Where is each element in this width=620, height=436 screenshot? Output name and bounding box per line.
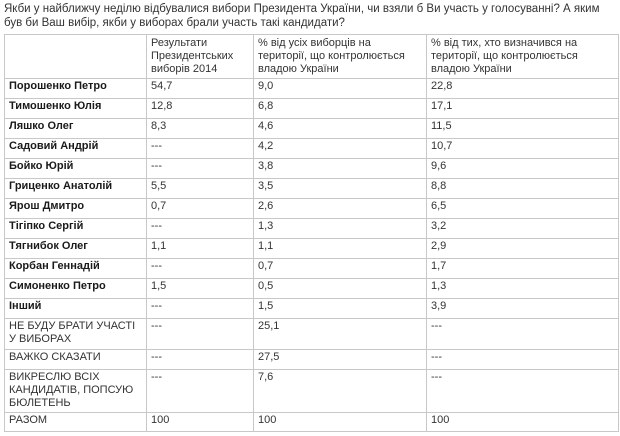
decided-voters-cell: --- <box>426 349 619 370</box>
candidate-name: Ляшко Олег <box>4 118 147 139</box>
table-row: Корбан Геннадій --- 0,7 1,7 <box>4 258 619 279</box>
candidate-name: Тігіпко Сергій <box>4 218 147 239</box>
answer-option-label: НЕ БУДУ БРАТИ УЧАСТІ У ВИБОРАХ <box>4 318 147 350</box>
table-row: Ярош Дмитро 0,7 2,6 6,5 <box>4 198 619 219</box>
all-voters-cell: 1,1 <box>253 238 427 259</box>
table-row: Тягнибок Олег 1,1 1,1 2,9 <box>4 238 619 259</box>
candidate-name: Порошенко Петро <box>4 78 147 99</box>
table-row: Тимошенко Юлія 12,8 6,8 17,1 <box>4 98 619 119</box>
all-voters-cell: 6,8 <box>253 98 427 119</box>
decided-voters-cell: 22,8 <box>426 78 619 99</box>
candidate-name: Садовий Андрій <box>4 138 147 159</box>
table-row: НЕ БУДУ БРАТИ УЧАСТІ У ВИБОРАХ --- 25,1 … <box>4 318 619 350</box>
table-row: ВИКРЕСЛЮ ВСІХ КАНДИДАТІВ, ПОПСУЮ БЮЛЕТЕН… <box>4 369 619 413</box>
all-voters-cell: 2,6 <box>253 198 427 219</box>
table-row: Симоненко Петро 1,5 0,5 1,3 <box>4 278 619 299</box>
decided-voters-cell: 3,9 <box>426 298 619 319</box>
results-2014-cell: --- <box>146 258 254 279</box>
column-header-candidate <box>4 34 147 79</box>
all-voters-cell: 0,7 <box>253 258 427 279</box>
decided-voters-cell: --- <box>426 369 619 413</box>
all-voters-cell: 3,8 <box>253 158 427 179</box>
results-2014-cell: 1,5 <box>146 278 254 299</box>
results-2014-cell: --- <box>146 349 254 370</box>
all-voters-cell: 100 <box>253 412 427 432</box>
results-2014-cell: --- <box>146 158 254 179</box>
candidate-name: Ярош Дмитро <box>4 198 147 219</box>
answer-option-label: ВАЖКО СКАЗАТИ <box>4 349 147 370</box>
decided-voters-cell: 11,5 <box>426 118 619 139</box>
decided-voters-cell: 6,5 <box>426 198 619 219</box>
table-row: Гриценко Анатолій 5,5 3,5 8,8 <box>4 178 619 199</box>
total-label: РАЗОМ <box>4 412 147 432</box>
candidate-name: Симоненко Петро <box>4 278 147 299</box>
all-voters-cell: 1,5 <box>253 298 427 319</box>
results-2014-cell: --- <box>146 369 254 413</box>
all-voters-cell: 1,3 <box>253 218 427 239</box>
results-2014-cell: 1,1 <box>146 238 254 259</box>
table-row: Ляшко Олег 8,3 4,6 11,5 <box>4 118 619 139</box>
all-voters-cell: 25,1 <box>253 318 427 350</box>
results-2014-cell: 54,7 <box>146 78 254 99</box>
decided-voters-cell: 100 <box>426 412 619 432</box>
decided-voters-cell: 1,7 <box>426 258 619 279</box>
results-2014-cell: 8,3 <box>146 118 254 139</box>
table-row: Порошенко Петро 54,7 9,0 22,8 <box>4 78 619 99</box>
all-voters-cell: 0,5 <box>253 278 427 299</box>
decided-voters-cell: 10,7 <box>426 138 619 159</box>
all-voters-cell: 4,6 <box>253 118 427 139</box>
table-row: ВАЖКО СКАЗАТИ --- 27,5 --- <box>4 349 619 370</box>
all-voters-cell: 4,2 <box>253 138 427 159</box>
decided-voters-cell: 17,1 <box>426 98 619 119</box>
table-row: Інший --- 1,5 3,9 <box>4 298 619 319</box>
survey-question: Якби у найближчу неділю відбувалися вибо… <box>4 3 600 29</box>
column-header-results-2014: Результати Президентських виборів 2014 <box>146 34 254 79</box>
candidate-name: Тягнибок Олег <box>4 238 147 259</box>
all-voters-cell: 9,0 <box>253 78 427 99</box>
column-header-all-voters: % від усіх виборців на території, що кон… <box>253 34 427 79</box>
table-row-total: РАЗОМ 100 100 100 <box>4 412 619 432</box>
decided-voters-cell: 1,3 <box>426 278 619 299</box>
all-voters-cell: 7,6 <box>253 369 427 413</box>
table-header-row: Результати Президентських виборів 2014 %… <box>4 34 619 79</box>
results-2014-cell: --- <box>146 298 254 319</box>
results-2014-cell: 5,5 <box>146 178 254 199</box>
decided-voters-cell: 2,9 <box>426 238 619 259</box>
candidate-name: Корбан Геннадій <box>4 258 147 279</box>
results-2014-cell: 12,8 <box>146 98 254 119</box>
all-voters-cell: 27,5 <box>253 349 427 370</box>
decided-voters-cell: 8,8 <box>426 178 619 199</box>
results-2014-cell: --- <box>146 138 254 159</box>
all-voters-cell: 3,5 <box>253 178 427 199</box>
decided-voters-cell: 9,6 <box>426 158 619 179</box>
candidate-name: Бойко Юрій <box>4 158 147 179</box>
candidate-name: Гриценко Анатолій <box>4 178 147 199</box>
decided-voters-cell: --- <box>426 318 619 350</box>
table-row: Бойко Юрій --- 3,8 9,6 <box>4 158 619 179</box>
decided-voters-cell: 3,2 <box>426 218 619 239</box>
candidate-name: Тимошенко Юлія <box>4 98 147 119</box>
table-row: Тігіпко Сергій --- 1,3 3,2 <box>4 218 619 239</box>
results-2014-cell: --- <box>146 318 254 350</box>
results-2014-cell: 0,7 <box>146 198 254 219</box>
answer-option-label: ВИКРЕСЛЮ ВСІХ КАНДИДАТІВ, ПОПСУЮ БЮЛЕТЕН… <box>4 369 147 413</box>
results-2014-cell: 100 <box>146 412 254 432</box>
poll-results-table: Результати Президентських виборів 2014 %… <box>4 34 619 432</box>
candidate-name: Інший <box>4 298 147 319</box>
results-2014-cell: --- <box>146 218 254 239</box>
column-header-decided-voters: % від тих, хто визначився на території, … <box>426 34 619 79</box>
table-row: Садовий Андрій --- 4,2 10,7 <box>4 138 619 159</box>
